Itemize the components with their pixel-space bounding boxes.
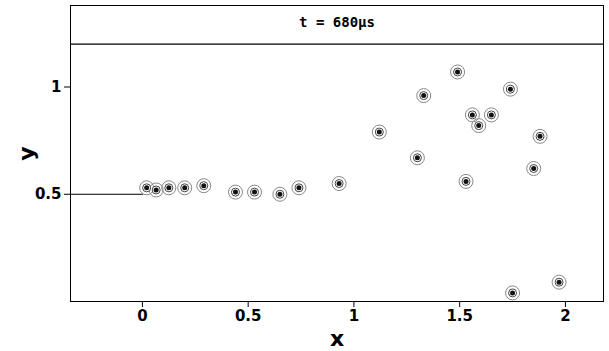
- svg-text:0.5: 0.5: [35, 185, 62, 203]
- svg-text:2: 2: [560, 307, 570, 325]
- svg-text:0: 0: [137, 307, 147, 325]
- svg-text:t = 680μs: t = 680μs: [299, 14, 375, 30]
- svg-text:1: 1: [349, 307, 359, 325]
- svg-text:y: y: [14, 146, 39, 160]
- svg-text:0.5: 0.5: [235, 307, 262, 325]
- svg-text:1.5: 1.5: [446, 307, 473, 325]
- svg-text:x: x: [330, 326, 344, 351]
- svg-text:1: 1: [51, 78, 61, 96]
